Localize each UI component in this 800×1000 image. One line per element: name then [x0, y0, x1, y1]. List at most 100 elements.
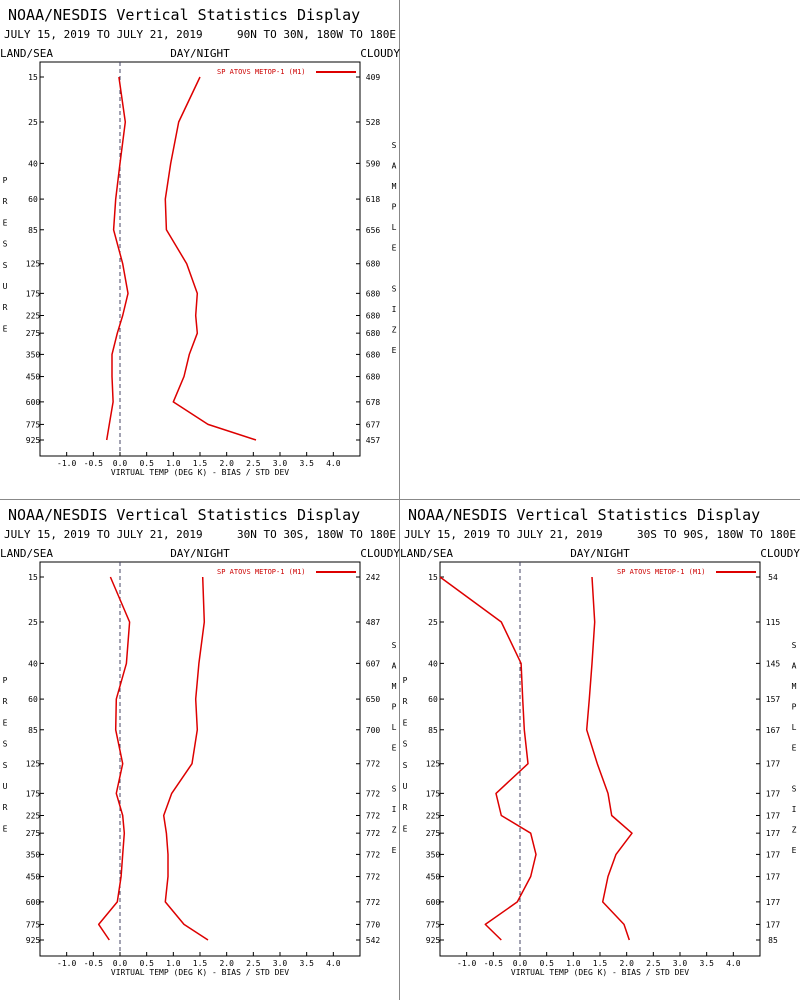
flag-land-sea: LAND/SEA: [400, 547, 453, 560]
pressure-level-label: 85: [28, 726, 38, 735]
sample-size-label: 542: [366, 936, 381, 945]
y-axis-label-letter: P: [3, 676, 8, 685]
sample-size-axis-letter: S: [792, 785, 797, 794]
pressure-level-label: 15: [428, 573, 438, 582]
sample-size-label: 177: [766, 789, 781, 798]
pressure-level-label: 350: [426, 850, 441, 859]
x-axis-label: VIRTUAL TEMP (DEG K) - BIAS / STD DEV: [111, 968, 289, 977]
region-label: 30N TO 30S, 180W TO 180E: [237, 528, 396, 541]
sample-size-label: 167: [766, 726, 781, 735]
sample-size-label: 177: [766, 898, 781, 907]
sample-size-label: 772: [366, 760, 381, 769]
sample-size-label: 772: [366, 811, 381, 820]
pressure-level-label: 60: [428, 695, 438, 704]
sample-size-label: 85: [768, 936, 778, 945]
date-range: JULY 15, 2019 TO JULY 21, 2019: [4, 28, 203, 41]
pressure-level-label: 125: [26, 760, 41, 769]
sample-size-axis-letter: I: [392, 805, 397, 814]
sample-size-axis-letter: S: [392, 641, 397, 650]
flag-cloudy: CLOUDY: [760, 547, 800, 560]
y-axis-label-letter: S: [403, 761, 408, 770]
pressure-level-label: 15: [28, 573, 38, 582]
sample-size-axis-letter: L: [392, 723, 397, 732]
x-tick-label: 2.0: [619, 959, 634, 968]
sample-size-label: 177: [766, 850, 781, 859]
y-axis-label-letter: U: [3, 282, 8, 291]
sample-size-label: 700: [366, 726, 381, 735]
sample-size-label: 177: [766, 760, 781, 769]
y-axis-label-letter: S: [403, 740, 408, 749]
region-label: 30S TO 90S, 180W TO 180E: [637, 528, 796, 541]
chart-title: NOAA/NESDIS Vertical Statistics Display: [8, 506, 360, 524]
pressure-level-label: 600: [426, 898, 441, 907]
x-tick-label: 2.0: [219, 459, 234, 468]
panel-divider-horizontal: [0, 499, 800, 500]
y-axis-label-letter: E: [3, 718, 8, 727]
sample-size-axis-letter: P: [392, 203, 397, 212]
pressure-level-label: 775: [26, 420, 41, 429]
legend-label: SP ATOVS METOP-1 (M1): [217, 568, 306, 576]
sample-size-label: 772: [366, 789, 381, 798]
plot-frame: [39, 561, 361, 957]
sample-size-label: 680: [366, 350, 381, 359]
sample-size-axis-letter: P: [392, 703, 397, 712]
sample-size-axis-letter: Z: [792, 826, 797, 835]
sample-size-label: 678: [366, 398, 381, 407]
sample-size-label: 177: [766, 920, 781, 929]
sample-size-axis-letter: E: [792, 744, 797, 753]
flag-land-sea: LAND/SEA: [0, 47, 53, 60]
sample-size-label: 145: [766, 659, 781, 668]
pressure-level-label: 175: [426, 789, 441, 798]
y-axis-label-letter: R: [3, 303, 8, 312]
sample-size-axis-letter: I: [392, 305, 397, 314]
pressure-level-label: 350: [26, 350, 41, 359]
pressure-level-label: 60: [28, 195, 38, 204]
pressure-level-label: 775: [426, 920, 441, 929]
x-tick-label: 0.5: [139, 459, 154, 468]
y-axis-label-letter: P: [3, 176, 8, 185]
y-axis-label-letter: E: [3, 324, 8, 333]
x-tick-label: 1.5: [193, 959, 208, 968]
chart-panel-30n-30s: NOAA/NESDIS Vertical Statistics Display J…: [0, 500, 400, 1000]
sample-size-label: 177: [766, 811, 781, 820]
flag-cloudy: CLOUDY: [360, 547, 400, 560]
std-dev-series-line: [164, 76, 257, 441]
bias-series-line: [439, 576, 537, 941]
y-axis-label-letter: E: [3, 824, 8, 833]
sample-size-label: 115: [766, 618, 781, 627]
x-tick-label: 1.0: [166, 959, 181, 968]
sample-size-label: 590: [366, 159, 381, 168]
sample-size-axis-letter: P: [792, 703, 797, 712]
chart-title: NOAA/NESDIS Vertical Statistics Display: [8, 6, 360, 24]
x-tick-label: 3.0: [273, 959, 288, 968]
chart-svg: NOAA/NESDIS Vertical Statistics Display J…: [0, 6, 400, 477]
sample-size-label: 772: [366, 898, 381, 907]
sample-size-axis-letter: Z: [392, 826, 397, 835]
sample-size-label: 409: [366, 73, 381, 82]
chart-panel-30s-90s: NOAA/NESDIS Vertical Statistics Display J…: [400, 500, 800, 1000]
sample-size-axis-letter: M: [392, 182, 397, 191]
sample-size-label: 177: [766, 873, 781, 882]
sample-size-axis-letter: S: [392, 785, 397, 794]
sample-size-label: 487: [366, 618, 381, 627]
pressure-level-label: 60: [28, 695, 38, 704]
y-axis-label-letter: S: [3, 740, 8, 749]
x-tick-label: -0.5: [84, 959, 103, 968]
sample-size-label: 607: [366, 659, 381, 668]
x-tick-label: 0.0: [113, 959, 128, 968]
x-tick-label: 1.5: [193, 459, 208, 468]
sample-size-axis-letter: E: [792, 846, 797, 855]
sample-size-axis-letter: E: [392, 846, 397, 855]
pressure-level-label: 40: [28, 159, 38, 168]
y-axis-label-letter: R: [403, 697, 408, 706]
x-tick-label: 4.0: [326, 959, 341, 968]
sample-size-label: 177: [766, 829, 781, 838]
std-dev-series-line: [585, 576, 633, 941]
y-axis-label-letter: E: [403, 718, 408, 727]
pressure-level-label: 225: [26, 811, 41, 820]
pressure-level-label: 225: [26, 311, 41, 320]
date-range: JULY 15, 2019 TO JULY 21, 2019: [4, 528, 203, 541]
sample-size-axis-letter: E: [392, 244, 397, 253]
flag-land-sea: LAND/SEA: [0, 547, 53, 560]
sample-size-label: 680: [366, 311, 381, 320]
